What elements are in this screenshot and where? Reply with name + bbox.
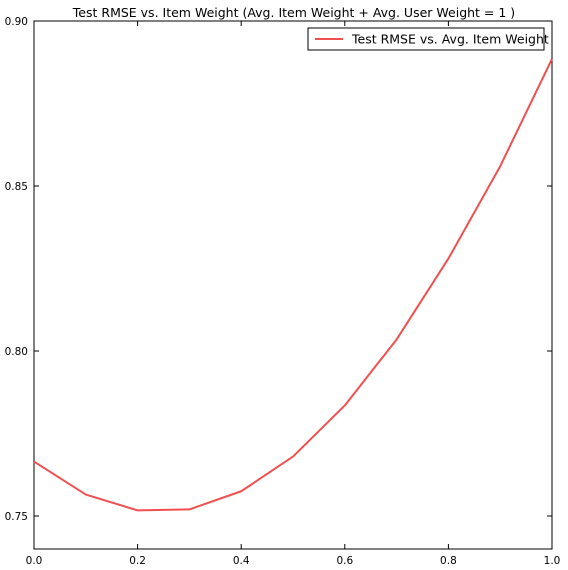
series-layer [33, 58, 553, 512]
legend: Test RMSE vs. Avg. Item Weight [307, 27, 549, 51]
x-tick-label: 0.4 [233, 555, 250, 567]
y-tick-label: 0.80 [5, 346, 28, 358]
x-tick-label: 0.8 [440, 555, 457, 567]
x-tick-label: 0.2 [129, 555, 146, 567]
legend-label: Test RMSE vs. Avg. Item Weight [351, 32, 549, 47]
x-tick-label: 1.0 [544, 555, 561, 567]
y-tick-label: 0.90 [5, 16, 28, 28]
x-tick-label: 0.0 [26, 555, 43, 567]
y-tick-label: 0.85 [5, 181, 28, 193]
series-line-0 [33, 58, 553, 512]
axis-ticks: 0.0 0.2 0.4 0.6 0.8 1.0 0.75 0.80 0.85 0.90 [5, 16, 561, 567]
x-tick-label: 0.6 [336, 555, 353, 567]
chart-title: Test RMSE vs. Item Weight (Avg. Item Wei… [72, 5, 515, 20]
legend-box [307, 27, 545, 51]
plot-frame [33, 20, 553, 550]
y-tick-label: 0.75 [5, 511, 28, 523]
